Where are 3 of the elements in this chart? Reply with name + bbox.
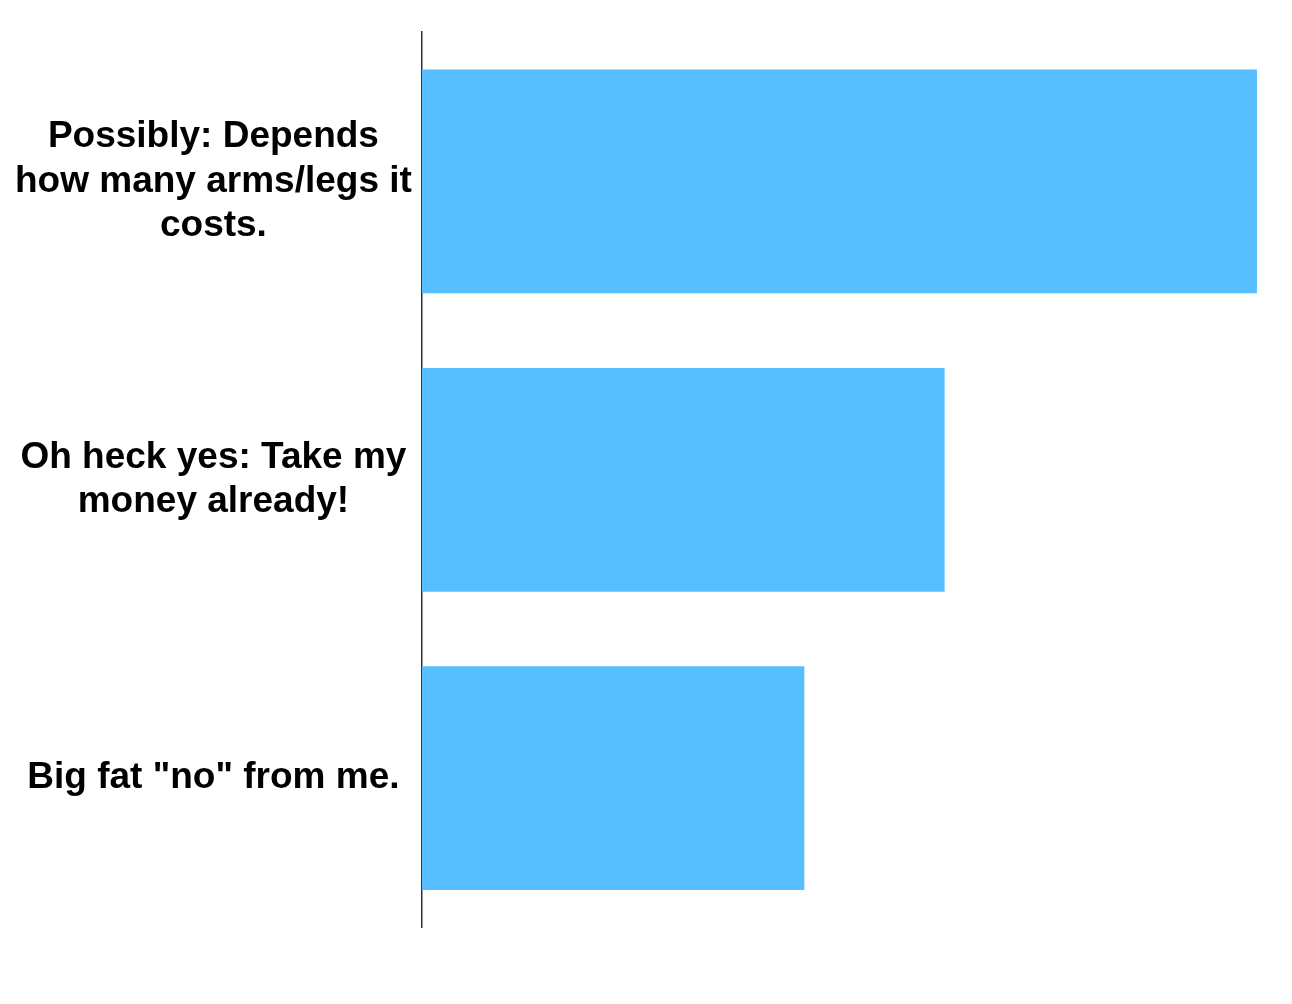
y-tick-label: Big fat "no" from me. [27, 755, 400, 797]
y-tick-label: Possibly: Depends how many arms/legs it costs. [14, 114, 412, 244]
y-tick-label: Oh heck yes: Take my money already! [20, 434, 407, 521]
